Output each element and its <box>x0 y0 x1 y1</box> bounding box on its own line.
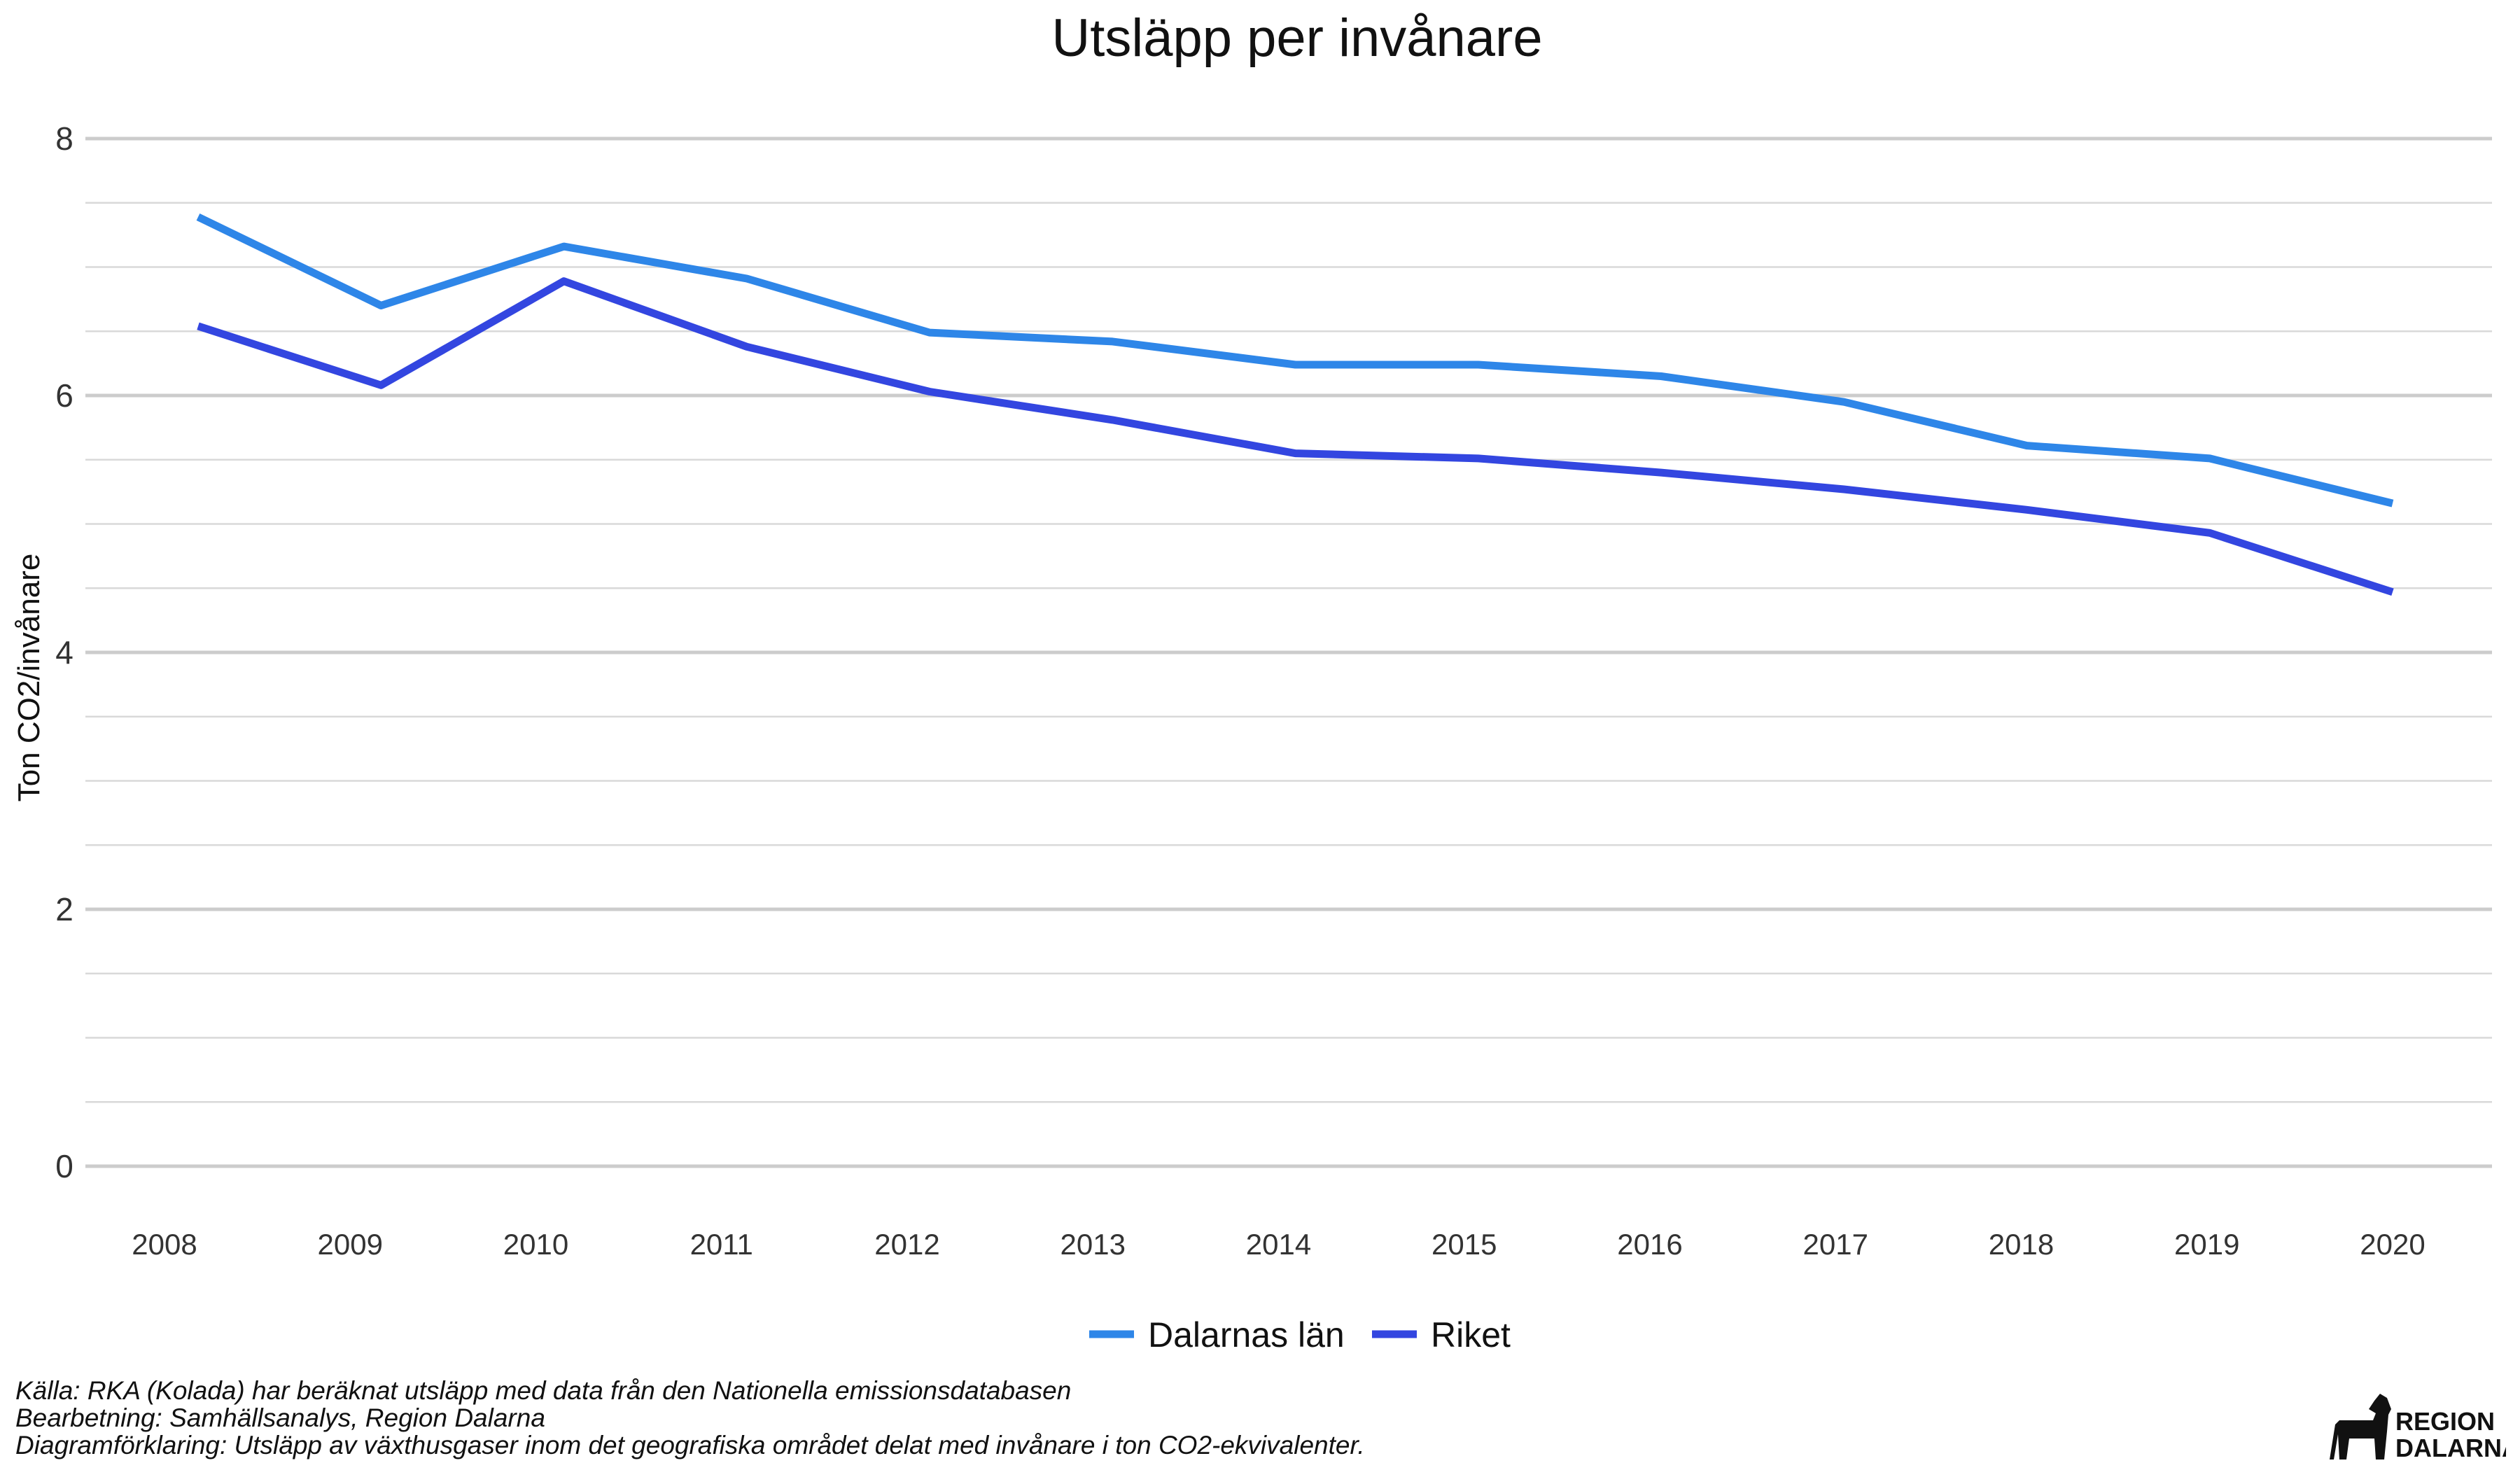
x-tick-label: 2008 <box>132 1228 197 1261</box>
series-line-dalarnas-lan <box>196 213 2394 507</box>
dala-horse-icon <box>2330 1394 2391 1460</box>
x-tick-label: 2011 <box>690 1228 753 1261</box>
legend[interactable]: Dalarnas län Riket <box>1089 1315 1511 1354</box>
x-tick-label: 2012 <box>874 1228 939 1261</box>
legend-label: Dalarnas län <box>1148 1315 1345 1354</box>
series-line-riket <box>197 277 2394 596</box>
chart-title: Utsläpp per invånare <box>1051 8 1542 68</box>
logo-text-line2: DALARNA <box>2395 1434 2506 1462</box>
x-axis-tick-labels: 2008 2009 2010 2011 2012 2013 2014 2015 2016 2017… <box>132 1228 2425 1261</box>
y-tick-label: 6 <box>55 377 74 414</box>
x-tick-label: 2010 <box>503 1228 568 1261</box>
x-tick-label: 2015 <box>1432 1228 1497 1261</box>
x-tick-label: 2019 <box>2174 1228 2239 1261</box>
caption-explanation: Diagramförklaring: Utsläpp av växthusgas… <box>15 1431 1365 1460</box>
caption-source: Källa: RKA (Kolada) har beräknat utsläpp… <box>15 1376 1072 1405</box>
x-tick-label: 2013 <box>1060 1228 1126 1261</box>
logo-text-line1: REGION <box>2395 1407 2495 1436</box>
x-tick-label: 2017 <box>1803 1228 1868 1261</box>
caption-processing: Bearbetning: Samhällsanalys, Region Dala… <box>15 1404 545 1432</box>
y-axis-tick-labels: 0 2 4 6 8 <box>55 120 74 1184</box>
x-tick-label: 2014 <box>1246 1228 1311 1261</box>
y-tick-label: 2 <box>55 891 74 927</box>
series-lines <box>196 213 2394 596</box>
grid-lines <box>85 136 2492 1168</box>
x-tick-label: 2009 <box>318 1228 383 1261</box>
legend-item[interactable]: Dalarnas län <box>1089 1315 1345 1354</box>
y-tick-label: 8 <box>55 120 74 157</box>
x-tick-label: 2020 <box>2360 1228 2425 1261</box>
y-axis-label: Ton CO2/invånare <box>12 554 46 802</box>
x-tick-label: 2016 <box>1617 1228 1682 1261</box>
x-tick-label: 2018 <box>1989 1228 2054 1261</box>
legend-label: Riket <box>1431 1315 1511 1354</box>
y-tick-label: 0 <box>55 1148 74 1184</box>
legend-item[interactable]: Riket <box>1372 1315 1511 1354</box>
region-dalarna-logo: REGION DALARNA <box>2330 1394 2506 1462</box>
y-tick-label: 4 <box>55 634 74 671</box>
